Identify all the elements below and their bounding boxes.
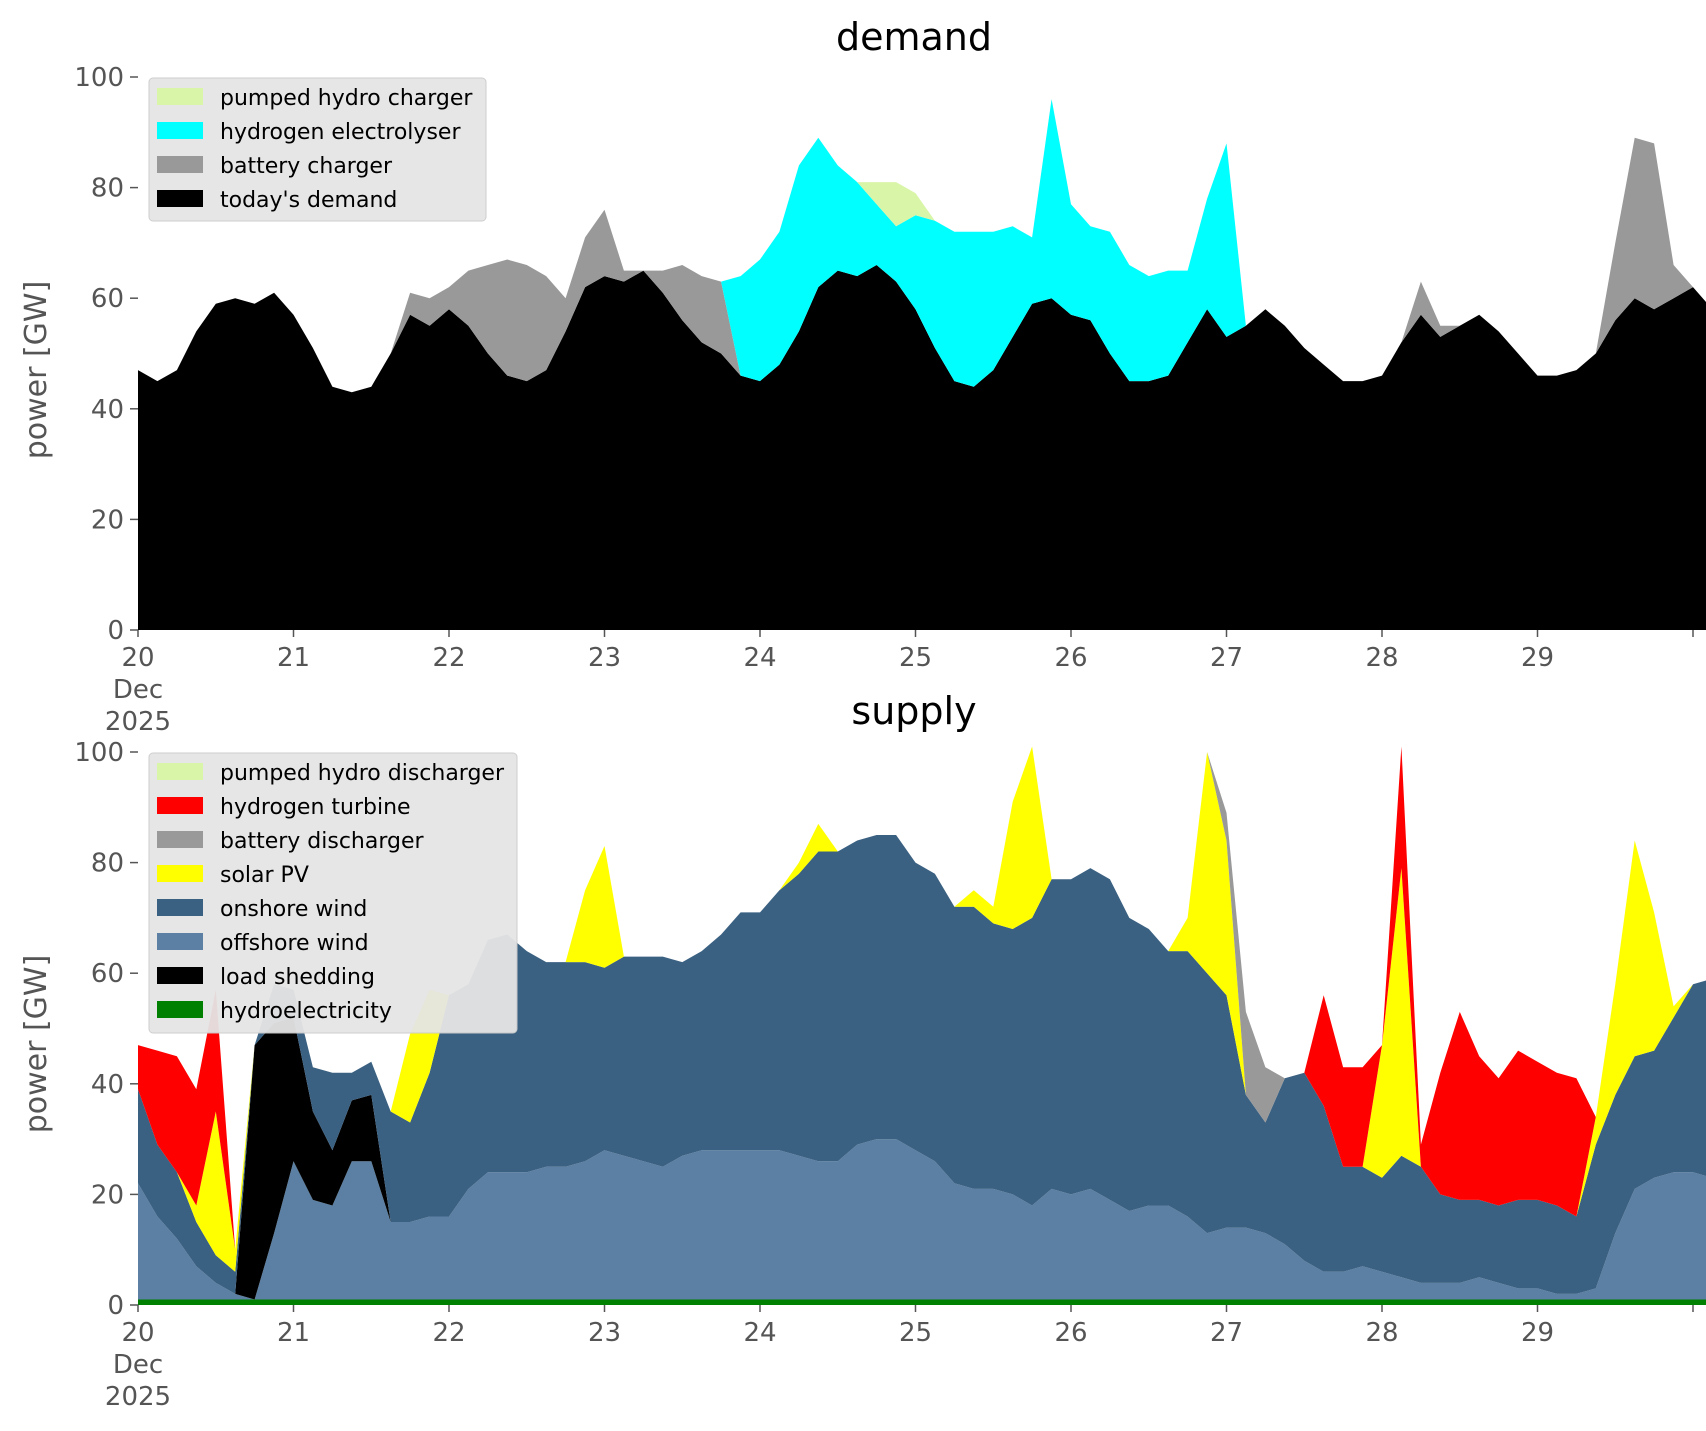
demand-xtick-label: 23	[588, 643, 621, 673]
supply-areas	[138, 746, 1706, 1305]
demand-series-battery-charger	[138, 137, 1706, 393]
demand-xtick-label: 24	[743, 643, 776, 673]
supply-x-axis: 20 Dec 2025 21 22 23 24 25 26 27 28 29	[105, 1305, 1694, 1412]
supply-series-load-shedding	[138, 1017, 1706, 1300]
supply-ytick-label: 80	[91, 849, 124, 879]
demand-panel: demand power [GW] 0 20 40 60 80 100 20 Dec 2025…	[19, 15, 1706, 737]
demand-legend: pumped hydro charger hydrogen electrolys…	[148, 77, 487, 222]
supply-xtick-label: 21	[277, 1318, 310, 1348]
supply-legend: pumped hydro discharger hydrogen turbine…	[148, 752, 518, 1034]
demand-xtick-label: 21	[277, 643, 310, 673]
legend-swatch-hydrogen-electrolyser	[157, 122, 203, 139]
demand-ytick-label: 0	[107, 616, 124, 646]
supply-xtick-label: 28	[1365, 1318, 1398, 1348]
legend-swatch-battery-charger	[157, 156, 203, 173]
demand-xtick-label: 28	[1365, 643, 1398, 673]
legend-label-hydrogen-electrolyser: hydrogen electrolyser	[220, 120, 461, 145]
demand-xtick-label: 27	[1210, 643, 1243, 673]
supply-series-hydroelectricity	[138, 1299, 1706, 1305]
demand-ytick-label: 100	[74, 63, 124, 93]
supply-ytick-label: 100	[74, 738, 124, 768]
supply-xtick-label: 26	[1054, 1318, 1087, 1348]
legend-label-solar-pv: solar PV	[220, 863, 309, 888]
legend-label-pumped-hydro-discharger: pumped hydro discharger	[220, 761, 505, 786]
supply-xtick-label: 24	[743, 1318, 776, 1348]
demand-legend-box	[148, 77, 487, 222]
supply-xtick-label: 27	[1210, 1318, 1243, 1348]
demand-series-today-s-demand	[138, 265, 1706, 630]
legend-label-hydroelectricity: hydroelectricity	[220, 999, 392, 1024]
legend-swatch-offshore-wind	[157, 933, 203, 950]
supply-xtick-label: 20 Dec 2025	[105, 1318, 171, 1412]
legend-swatch-hydrogen-turbine	[157, 797, 203, 814]
legend-label-hydrogen-turbine: hydrogen turbine	[220, 795, 411, 820]
supply-ytick-label: 0	[107, 1291, 124, 1321]
legend-label-onshore-wind: onshore wind	[220, 897, 367, 922]
supply-ytick-label: 20	[91, 1180, 124, 1210]
legend-swatch-battery-discharger	[157, 831, 203, 848]
legend-swatch-solar-pv	[157, 865, 203, 882]
demand-xtick-label: 25	[899, 643, 932, 673]
demand-xtick-label: 29	[1521, 643, 1554, 673]
demand-xtick-label: 22	[432, 643, 465, 673]
legend-swatch-pumped-hydro-charger	[157, 88, 203, 105]
demand-title: demand	[836, 15, 992, 59]
legend-swatch-hydroelectricity	[157, 1001, 203, 1018]
demand-xtick-label: 26	[1054, 643, 1087, 673]
legend-label-battery-discharger: battery discharger	[220, 829, 425, 854]
demand-y-axis: 0 20 40 60 80 100	[74, 63, 138, 646]
demand-ytick-label: 20	[91, 505, 124, 535]
supply-ylabel: power [GW]	[19, 955, 54, 1134]
demand-ytick-label: 60	[91, 284, 124, 314]
legend-swatch-todays-demand	[157, 190, 203, 207]
supply-xtick-label: 25	[899, 1318, 932, 1348]
legend-label-battery-charger: battery charger	[220, 154, 393, 179]
demand-series-hydrogen-electrolyser	[138, 99, 1706, 393]
legend-swatch-onshore-wind	[157, 899, 203, 916]
legend-label-offshore-wind: offshore wind	[220, 931, 369, 956]
supply-series-offshore-wind	[138, 1139, 1706, 1300]
supply-y-axis: 0 20 40 60 80 100	[74, 738, 138, 1321]
supply-ytick-label: 40	[91, 1070, 124, 1100]
supply-series-solar-pv	[138, 746, 1706, 1272]
legend-label-pumped-hydro-charger: pumped hydro charger	[220, 86, 473, 111]
supply-xtick-label: 29	[1521, 1318, 1554, 1348]
legend-label-load-shedding: load shedding	[220, 965, 375, 990]
supply-panel: supply power [GW] 0 20 40 60 80 100 20 Dec 2025…	[19, 689, 1706, 1412]
demand-ylabel: power [GW]	[19, 281, 54, 460]
demand-ytick-label: 40	[91, 395, 124, 425]
demand-areas	[138, 99, 1706, 630]
supply-legend-box	[148, 752, 518, 1034]
demand-x-axis: 20 Dec 2025 21 22 23 24 25 26 27 28 29	[105, 630, 1694, 737]
supply-xtick-label: 22	[432, 1318, 465, 1348]
supply-ytick-label: 60	[91, 959, 124, 989]
supply-title: supply	[851, 689, 976, 733]
legend-swatch-load-shedding	[157, 967, 203, 984]
supply-series-hydrogen-turbine	[138, 746, 1706, 1250]
supply-series-onshore-wind	[138, 835, 1706, 1294]
supply-xtick-label: 23	[588, 1318, 621, 1348]
demand-xtick-label: 20 Dec 2025	[105, 643, 171, 737]
demand-ytick-label: 80	[91, 174, 124, 204]
legend-label-todays-demand: today's demand	[220, 188, 397, 213]
legend-swatch-pumped-hydro-discharger	[157, 763, 203, 780]
